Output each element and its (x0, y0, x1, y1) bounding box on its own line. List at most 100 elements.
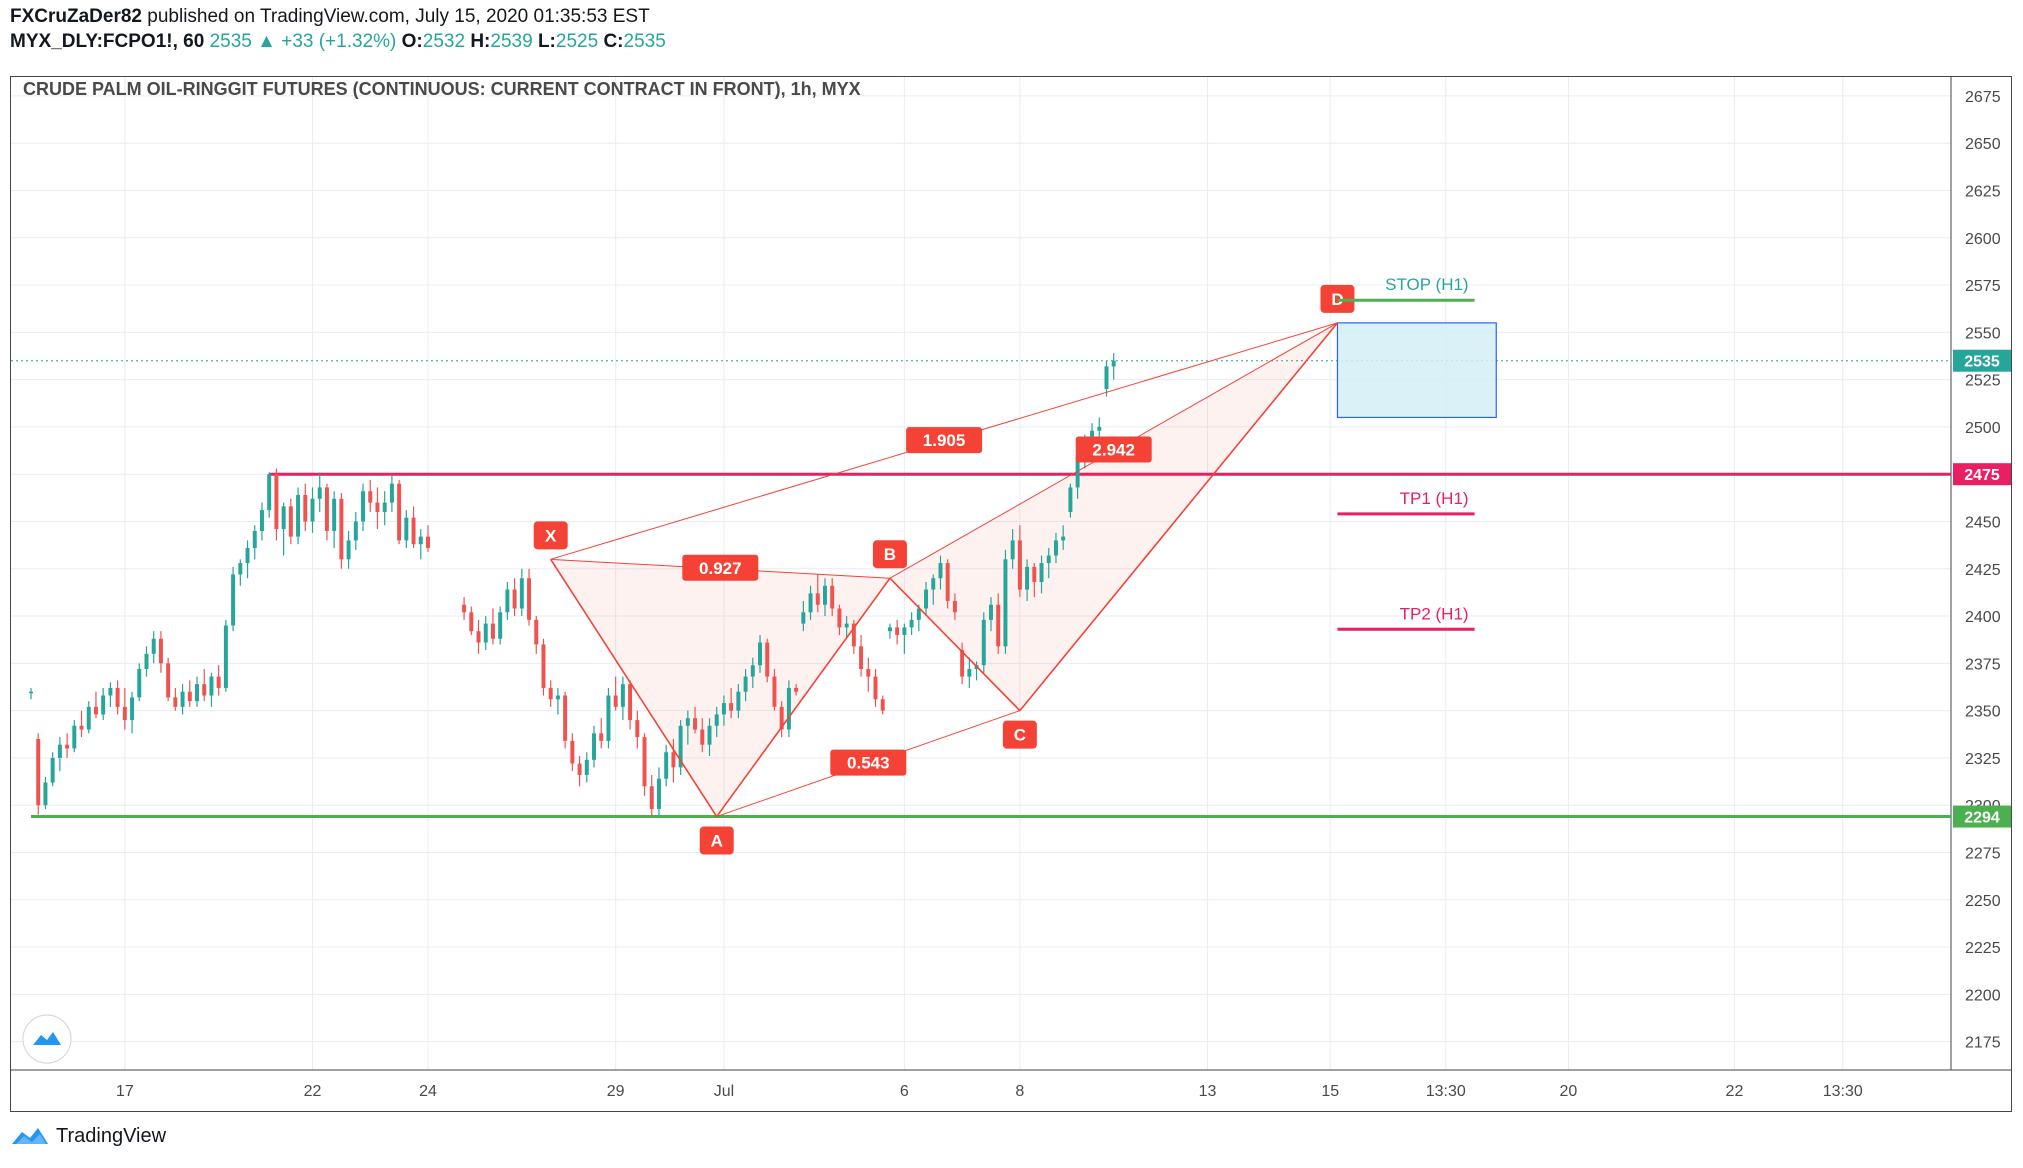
resistance-price-label: 2475 (1964, 467, 2000, 484)
candle-body (397, 483, 402, 541)
candle-body (656, 778, 661, 809)
candle-body (1104, 366, 1109, 390)
candle-body (548, 687, 553, 700)
candle-body (180, 691, 185, 707)
candle-body (303, 495, 308, 522)
candle-body (981, 619, 986, 666)
candle-body (765, 642, 770, 677)
candle-body (361, 491, 366, 522)
candle-body (267, 474, 272, 511)
candle-body (389, 483, 394, 503)
candle-body (310, 498, 315, 522)
candle-body (786, 687, 791, 730)
last-price-tag (1953, 349, 2011, 372)
ratio-badge (1075, 436, 1152, 463)
candle-body (794, 687, 799, 692)
candles (29, 353, 1116, 817)
price-tick-label: 2225 (1965, 940, 2001, 957)
candle-body (1017, 540, 1022, 590)
time-tick-label: Jul (714, 1083, 734, 1100)
candle-body (166, 663, 171, 698)
candle-body (1003, 559, 1008, 647)
candle-body (1111, 360, 1116, 367)
candle-body (808, 593, 813, 613)
price-chart[interactable]: CRUDE PALM OIL-RINGGIT FUTURES (CONTINUO… (11, 77, 2011, 1111)
target-level-label: TP2 (H1) (1400, 604, 1469, 623)
support-price-label: 2294 (1964, 810, 2000, 827)
candle-body (65, 744, 70, 749)
candle-body (707, 725, 712, 745)
candle-body (498, 612, 503, 639)
candle-body (483, 623, 488, 643)
chart-logo-icon (33, 1032, 61, 1045)
candle-body (1097, 426, 1102, 431)
candle-body (209, 676, 214, 696)
candle-body (1068, 487, 1073, 513)
candle-body (678, 725, 683, 768)
candle-body (259, 510, 264, 531)
candle-body (635, 720, 640, 738)
candle-body (989, 604, 993, 620)
price-tick-label: 2450 (1965, 514, 2001, 531)
bcd-triangle-fill (889, 322, 1338, 711)
candle-body (837, 608, 842, 628)
candle-body (909, 619, 914, 628)
candle-body (772, 676, 777, 707)
price-tick-label: 2250 (1965, 893, 2001, 910)
candle-body (1010, 540, 1015, 560)
low-label: L: (537, 31, 556, 52)
candle-body (144, 653, 149, 670)
candle-body (613, 695, 618, 707)
candle-body (490, 623, 495, 639)
candle-body (671, 752, 676, 768)
candle-body (1090, 430, 1095, 443)
candle-body (353, 521, 358, 541)
ratio-badge (830, 749, 907, 776)
candle-body (404, 517, 409, 541)
pattern-point-badge (699, 826, 734, 855)
ratio-label: 0.543 (847, 754, 890, 773)
candle-body (555, 695, 560, 700)
candle-body (866, 669, 871, 677)
pattern-point-label: C (1014, 726, 1026, 745)
candle-body (996, 604, 1001, 647)
candle-body (1025, 566, 1030, 590)
price-tick-label: 2600 (1965, 231, 2001, 248)
candle-body (57, 744, 62, 758)
target-level-label: TP1 (H1) (1400, 489, 1469, 508)
stop-level-label: STOP (H1) (1385, 275, 1468, 294)
symbol-label: MYX_DLY:FCPO1!, 60 (10, 31, 205, 52)
candle-body (830, 585, 835, 609)
candle-body (382, 502, 387, 513)
candle-body (137, 669, 142, 698)
candle-body (758, 642, 763, 666)
candle-body (750, 665, 755, 677)
pattern-point-badge (872, 540, 907, 569)
candle-body (43, 782, 48, 806)
candle-body (527, 578, 532, 620)
author-name[interactable]: FXCruZaDer82 (10, 6, 142, 27)
candle-body (851, 623, 856, 647)
candle-body (1032, 566, 1037, 583)
pattern-leg-AB (716, 577, 891, 818)
candle-body (195, 684, 199, 702)
candle-body (29, 691, 33, 694)
price-tick-label: 2175 (1965, 1035, 2001, 1052)
candle-body (541, 644, 546, 688)
tradingview-brand[interactable]: TradingView (56, 1124, 167, 1147)
tradingview-logo-icon[interactable] (10, 1124, 50, 1148)
pattern-point-label: B (884, 545, 896, 564)
chart-frame[interactable]: CRUDE PALM OIL-RINGGIT FUTURES (CONTINUO… (10, 76, 2012, 1112)
candle-body (245, 547, 250, 564)
candle-body (324, 487, 329, 531)
chart-logo-bubble (22, 1014, 72, 1064)
close-label: C: (603, 31, 624, 52)
price-tick-label: 2550 (1965, 325, 2001, 342)
candle-body (1053, 540, 1058, 556)
candle-body (743, 676, 748, 692)
time-tick-label: 6 (900, 1083, 909, 1100)
price-change: +33 (+1.32%) (281, 31, 397, 52)
time-tick-label: 22 (1726, 1083, 1744, 1100)
time-tick-label: 15 (1321, 1083, 1339, 1100)
candle-body (606, 695, 611, 741)
